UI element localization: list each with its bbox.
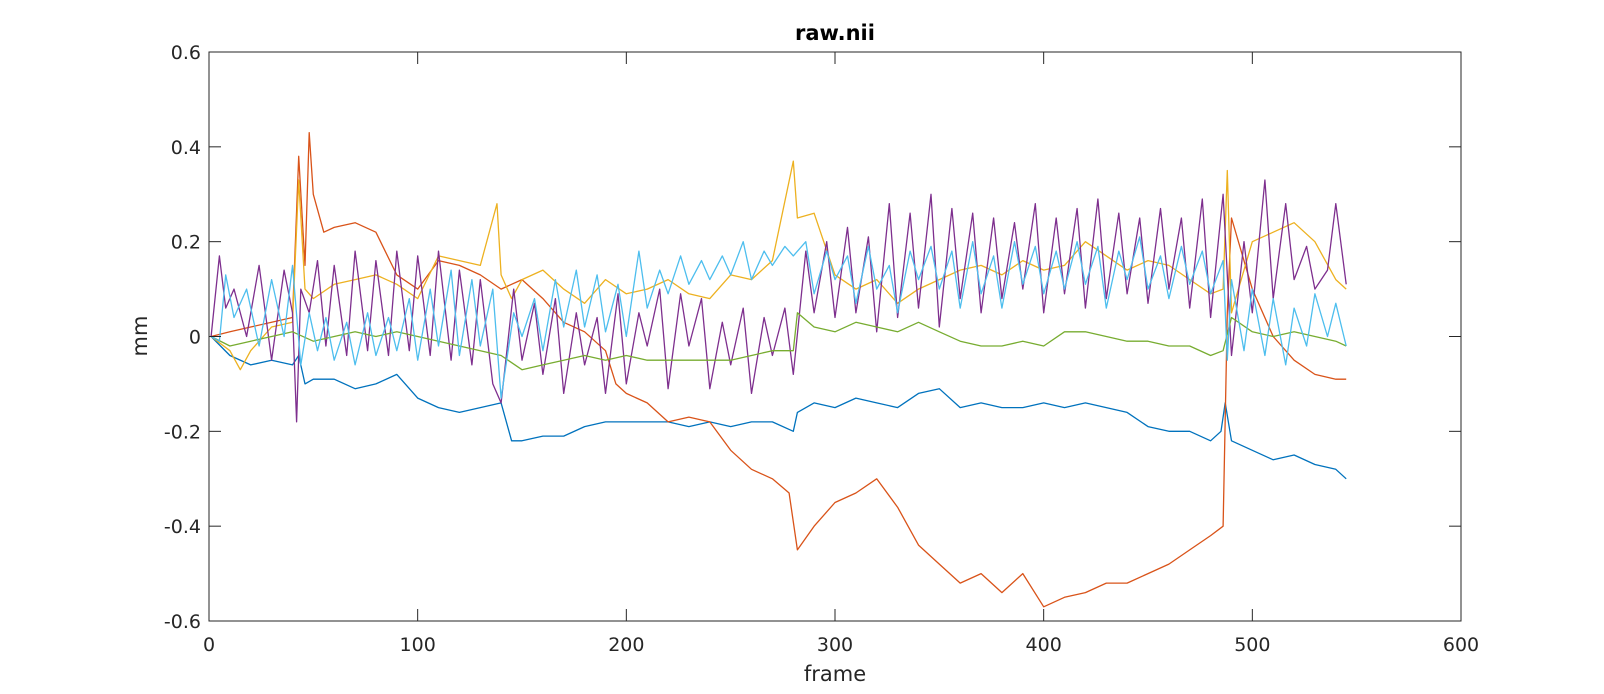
x-axis-label: frame xyxy=(804,662,866,686)
tick-layer: 0 100 200 300 400 500 600 -0.6 -0.4 -0.2 0 0.2 0.4 0.… xyxy=(164,42,1479,656)
y-tick-label: 0.6 xyxy=(171,42,201,64)
series-line-1 xyxy=(210,336,1347,480)
series-line-4 xyxy=(210,179,1347,423)
x-tick-label: 0 xyxy=(203,634,215,656)
y-tick-label: -0.4 xyxy=(164,516,201,538)
series-layer xyxy=(210,131,1347,608)
x-tick-label: 500 xyxy=(1234,634,1270,656)
x-tick-label: 300 xyxy=(817,634,853,656)
series-line-2 xyxy=(210,131,1347,608)
chart-title: raw.nii xyxy=(795,21,875,45)
y-tick-label: -0.2 xyxy=(164,421,201,443)
y-tick-label: 0.2 xyxy=(171,232,201,254)
y-tick-label: 0 xyxy=(189,327,201,349)
series-line-6 xyxy=(210,236,1347,399)
x-tick-label: 100 xyxy=(400,634,436,656)
x-tick-label: 600 xyxy=(1443,634,1479,656)
series-line-3 xyxy=(210,160,1347,371)
y-tick-label: -0.6 xyxy=(164,611,201,633)
x-tick-label: 400 xyxy=(1026,634,1062,656)
y-tick-label: 0.4 xyxy=(171,137,201,159)
series-line-5 xyxy=(210,312,1347,371)
x-tick-label: 200 xyxy=(608,634,644,656)
y-axis-label: mm xyxy=(128,316,152,357)
